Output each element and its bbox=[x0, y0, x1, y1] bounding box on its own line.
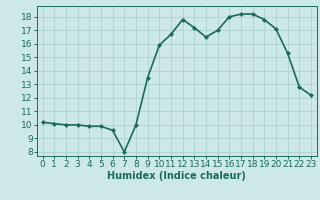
X-axis label: Humidex (Indice chaleur): Humidex (Indice chaleur) bbox=[108, 171, 246, 181]
